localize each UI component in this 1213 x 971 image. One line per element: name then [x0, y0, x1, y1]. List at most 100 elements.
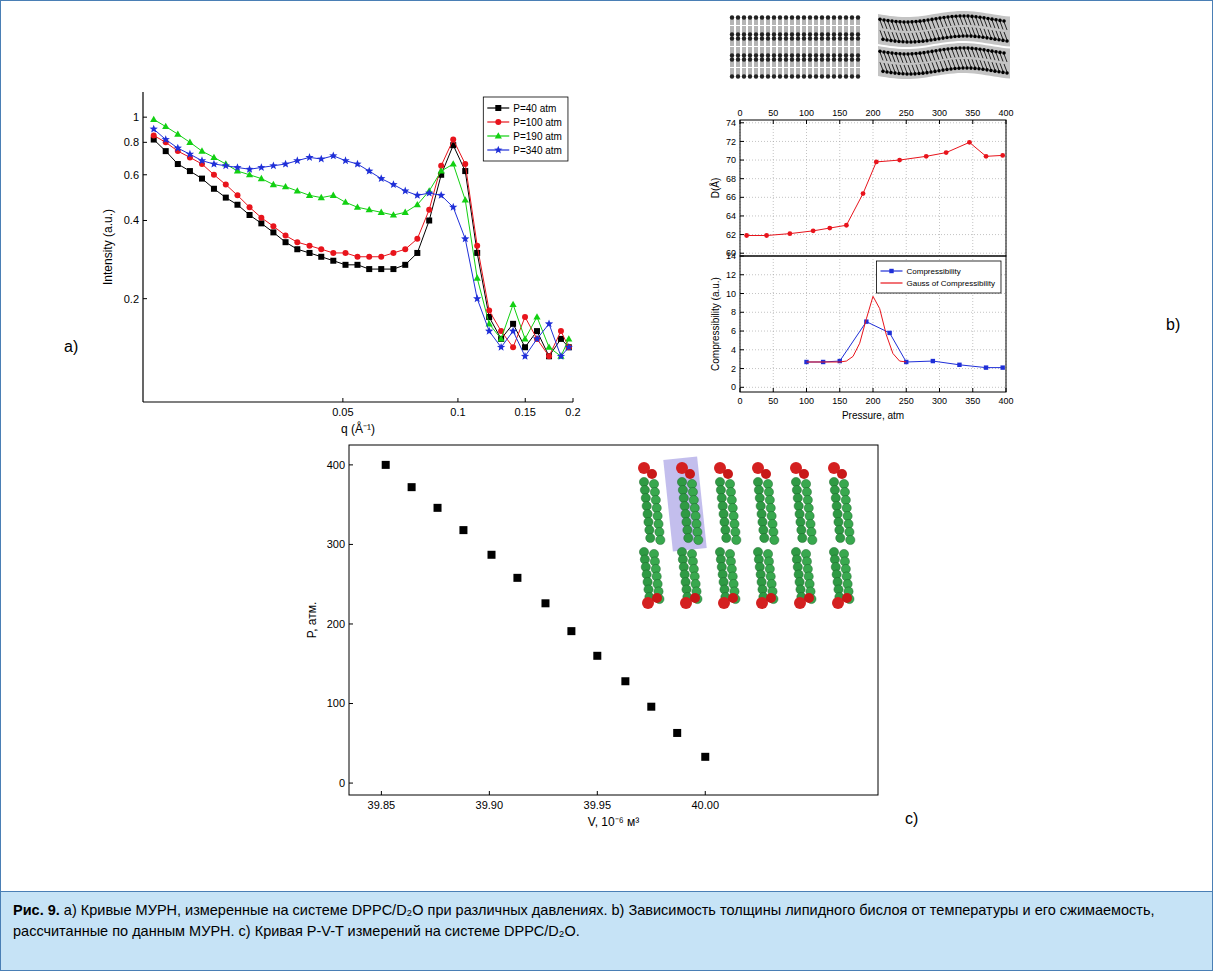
lipid-tail	[799, 68, 800, 75]
lipid-tail	[992, 30, 995, 38]
lipid-head	[965, 34, 969, 38]
lipid-head	[808, 15, 812, 19]
y-tick	[740, 253, 744, 254]
x-tick-label: 400	[998, 396, 1013, 406]
lipid-tail	[932, 52, 935, 60]
lipid-tail	[809, 26, 810, 33]
data-point	[402, 262, 408, 268]
chain-atom	[715, 477, 724, 486]
lipid-head	[796, 15, 800, 19]
data-point	[247, 204, 253, 210]
lipid-head	[802, 15, 806, 19]
x-tick	[489, 791, 490, 795]
x-tick-label: 0.1	[450, 406, 465, 418]
bilayer-illustration	[730, 11, 1010, 79]
series-group	[382, 461, 710, 761]
grid-line-y	[740, 368, 1006, 369]
chain-atom	[831, 493, 840, 502]
data-point	[522, 314, 528, 320]
lipid-head	[748, 15, 752, 19]
lipid-tail	[924, 22, 927, 30]
chain-atom	[650, 487, 659, 496]
data-point	[402, 209, 409, 215]
lipid-head	[766, 32, 770, 36]
x-tick	[1006, 388, 1007, 392]
lipid-head	[889, 71, 893, 75]
lipid-tail	[936, 52, 939, 60]
lipid-tail	[859, 47, 860, 54]
lipid-tail	[996, 31, 999, 39]
lipid-tail	[964, 49, 967, 57]
lipid-head	[784, 32, 788, 36]
lipid-tail	[857, 47, 858, 54]
lipid-head	[844, 15, 848, 19]
x-tick-label: 350	[965, 108, 980, 118]
chain-atom	[763, 479, 772, 488]
lipid-head	[838, 57, 842, 61]
y-tick-label: 0.4	[124, 214, 139, 226]
x-tick-label: 39.90	[476, 799, 504, 811]
data-point	[198, 156, 206, 164]
lipid-tail	[839, 26, 840, 33]
lipid-tail	[839, 47, 840, 54]
lipid-head	[918, 19, 922, 23]
lipid-tail	[803, 47, 804, 54]
lipid-head	[742, 15, 746, 19]
legend-marker	[495, 132, 502, 138]
lipid-tail	[888, 64, 891, 72]
x-axis-title: V, 10⁻⁶ м³	[588, 815, 639, 829]
lipid-head	[856, 15, 860, 19]
data-point	[283, 239, 289, 245]
y-tick-label: 12	[726, 270, 736, 280]
lipid-tail	[880, 30, 883, 38]
lipid-tail	[996, 53, 999, 61]
lipid-tail	[827, 68, 828, 75]
y-axis-line	[142, 92, 143, 402]
data-point	[545, 319, 553, 327]
lipid-head	[802, 53, 806, 57]
lipid-tail	[761, 47, 762, 54]
lipid-head	[925, 39, 929, 43]
lipid-tail	[779, 26, 780, 33]
lipid-head	[909, 40, 913, 44]
data-point	[354, 262, 360, 268]
lipid-head	[917, 40, 921, 44]
grid-line-y	[740, 215, 1006, 216]
lipid-head	[742, 57, 746, 61]
lipid-tail	[779, 47, 780, 54]
chain-atom	[834, 517, 843, 526]
lipid-head	[889, 39, 893, 43]
lipid-tail	[960, 17, 963, 25]
lipid-head	[856, 74, 860, 78]
lipid-tail	[757, 26, 758, 33]
data-point	[485, 327, 493, 335]
lipid-head	[914, 52, 918, 56]
lipid-tail	[749, 26, 750, 33]
y-tick-label: 8	[731, 307, 736, 317]
lipid-tail	[823, 47, 824, 54]
data-point	[390, 266, 396, 272]
lipid-head	[942, 16, 946, 20]
lipid-tail	[956, 59, 959, 67]
lipid-tail	[896, 33, 899, 41]
lipid-head	[973, 35, 977, 39]
data-point	[462, 168, 468, 174]
chain-atom	[682, 517, 691, 526]
lipid-head	[742, 32, 746, 36]
data-point	[744, 233, 749, 238]
lipid-tail	[781, 47, 782, 54]
lipid-tail	[767, 68, 768, 75]
chain-atom	[732, 535, 741, 544]
lipid-tail	[745, 68, 746, 75]
lipid-tail	[884, 53, 887, 61]
x-tick	[740, 120, 741, 124]
lipid-head	[778, 32, 782, 36]
chain-atom	[835, 525, 844, 534]
lipid-tail	[964, 27, 967, 35]
y-tick	[143, 298, 147, 299]
data-point	[897, 158, 902, 163]
lipid-head	[856, 32, 860, 36]
lipid-head	[994, 18, 998, 22]
lipid-tail	[884, 63, 887, 71]
lipid-tail	[972, 27, 975, 35]
